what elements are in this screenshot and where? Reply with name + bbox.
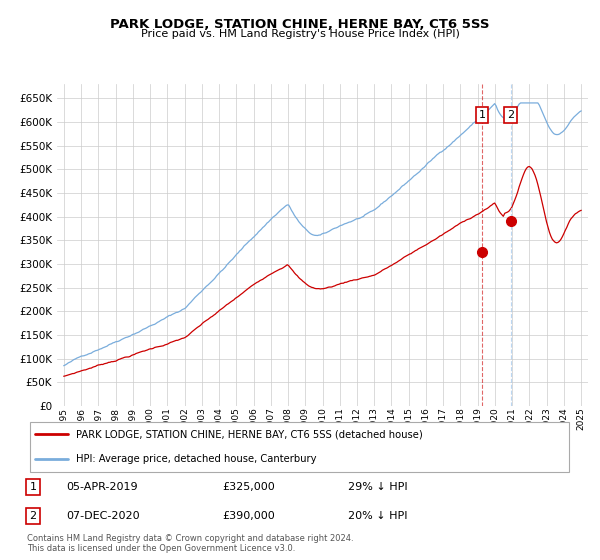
Text: 1: 1: [29, 482, 37, 492]
Text: 2: 2: [507, 110, 514, 120]
Text: £390,000: £390,000: [222, 511, 275, 521]
Text: PARK LODGE, STATION CHINE, HERNE BAY, CT6 5SS: PARK LODGE, STATION CHINE, HERNE BAY, CT…: [110, 18, 490, 31]
FancyBboxPatch shape: [30, 422, 569, 472]
Text: Price paid vs. HM Land Registry's House Price Index (HPI): Price paid vs. HM Land Registry's House …: [140, 29, 460, 39]
Text: £325,000: £325,000: [222, 482, 275, 492]
Text: 20% ↓ HPI: 20% ↓ HPI: [348, 511, 407, 521]
Text: 2: 2: [29, 511, 37, 521]
Text: 29% ↓ HPI: 29% ↓ HPI: [348, 482, 407, 492]
Text: PARK LODGE, STATION CHINE, HERNE BAY, CT6 5SS (detached house): PARK LODGE, STATION CHINE, HERNE BAY, CT…: [76, 430, 423, 440]
Text: 05-APR-2019: 05-APR-2019: [66, 482, 137, 492]
Text: 07-DEC-2020: 07-DEC-2020: [66, 511, 140, 521]
Text: 1: 1: [478, 110, 485, 120]
Text: HPI: Average price, detached house, Canterbury: HPI: Average price, detached house, Cant…: [76, 454, 317, 464]
Text: Contains HM Land Registry data © Crown copyright and database right 2024.
This d: Contains HM Land Registry data © Crown c…: [27, 534, 353, 553]
